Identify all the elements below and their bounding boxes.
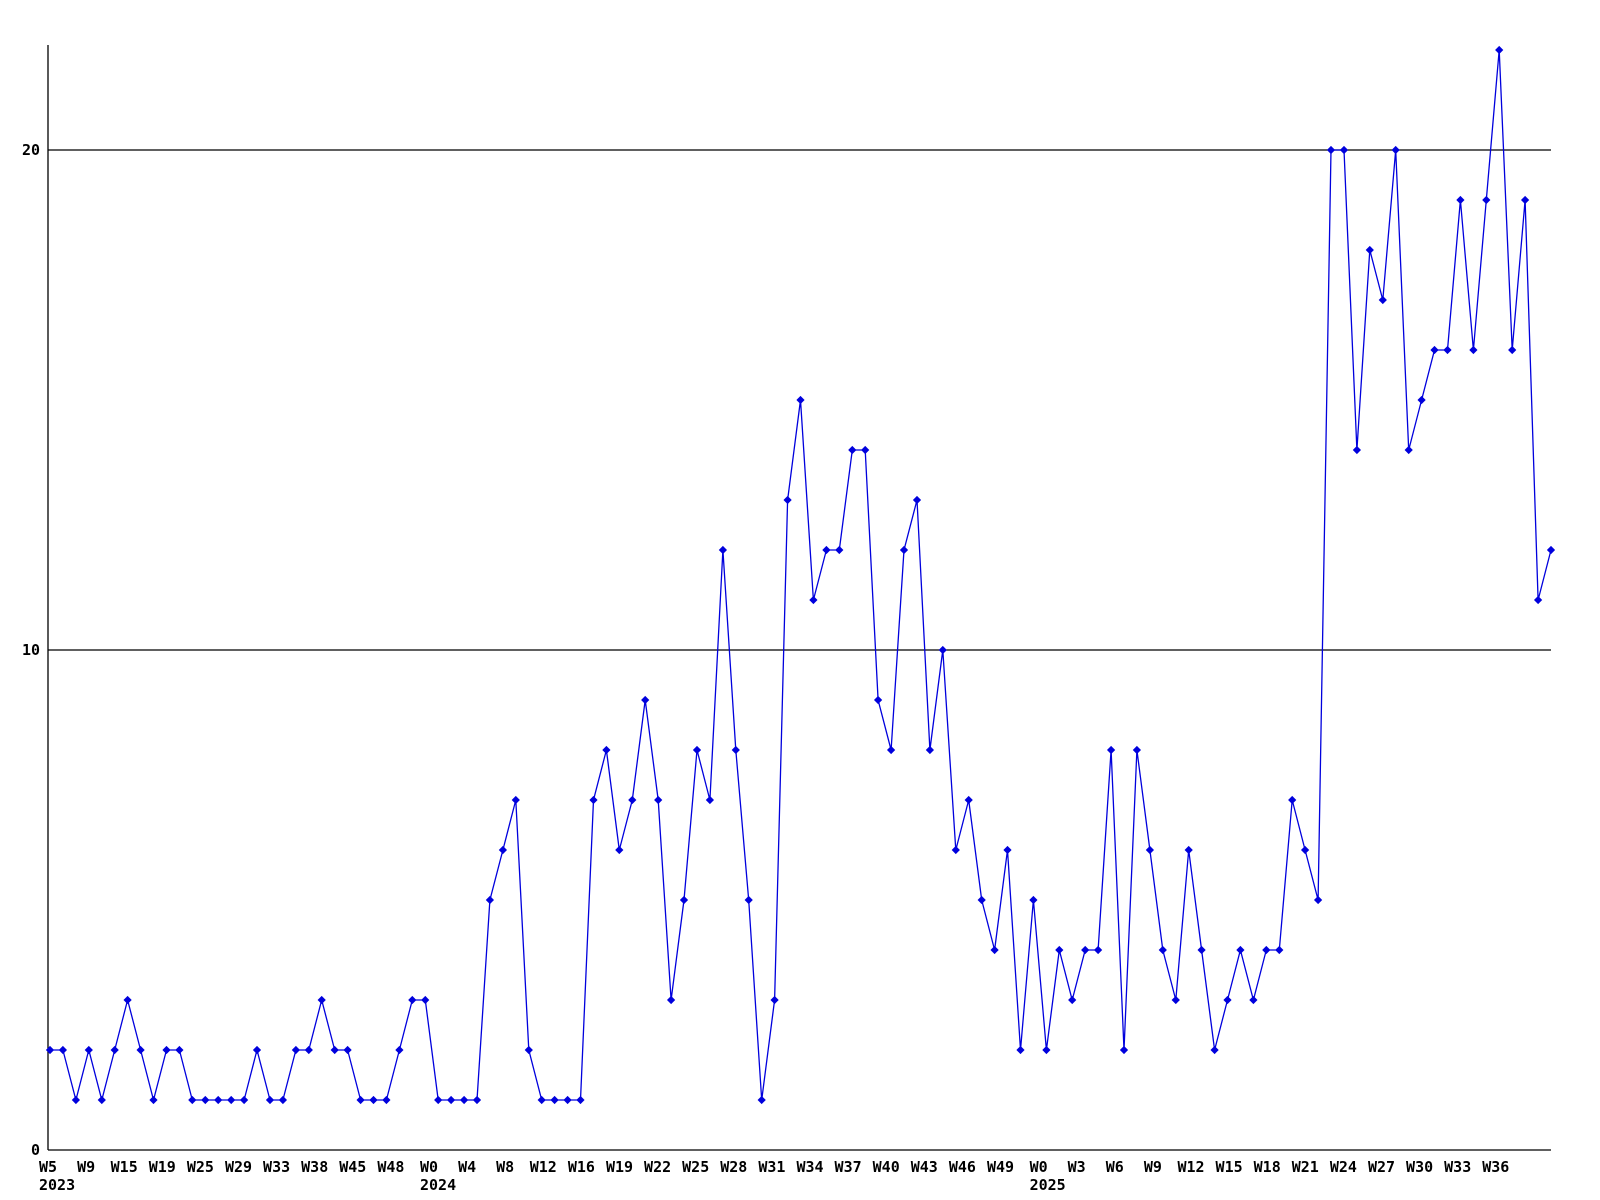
year-label: 2024 <box>420 1176 456 1194</box>
x-tick-label: W49 <box>987 1158 1014 1176</box>
year-label: 2023 <box>39 1176 75 1194</box>
x-tick-label: W12 <box>1177 1158 1204 1176</box>
x-tick-label: W18 <box>1254 1158 1281 1176</box>
x-tick-label: W25 <box>682 1158 709 1176</box>
x-tick-label: W5 <box>39 1158 57 1176</box>
x-tick-label: W15 <box>111 1158 138 1176</box>
x-tick-label: W3 <box>1068 1158 1086 1176</box>
x-tick-label: W25 <box>187 1158 214 1176</box>
x-tick-label: W37 <box>835 1158 862 1176</box>
x-tick-label: W0 <box>1030 1158 1048 1176</box>
x-tick-label: W33 <box>263 1158 290 1176</box>
x-tick-label: W8 <box>496 1158 514 1176</box>
x-tick-label: W9 <box>1144 1158 1162 1176</box>
x-tick-label: W19 <box>606 1158 633 1176</box>
x-tick-label: W34 <box>796 1158 823 1176</box>
year-label: 2025 <box>1030 1176 1066 1194</box>
x-tick-label: W4 <box>458 1158 476 1176</box>
x-tick-label: W45 <box>339 1158 366 1176</box>
y-tick-label-20: 20 <box>22 141 40 159</box>
x-tick-label: W27 <box>1368 1158 1395 1176</box>
y-tick-label-0: 0 <box>31 1141 40 1159</box>
x-tick-label: W33 <box>1444 1158 1471 1176</box>
x-tick-label: W19 <box>149 1158 176 1176</box>
x-tick-label: W38 <box>301 1158 328 1176</box>
x-tick-label: W46 <box>949 1158 976 1176</box>
x-tick-label: W15 <box>1216 1158 1243 1176</box>
x-tick-label: W43 <box>911 1158 938 1176</box>
x-tick-label: W29 <box>225 1158 252 1176</box>
x-tick-label: W6 <box>1106 1158 1124 1176</box>
x-tick-label: W48 <box>377 1158 404 1176</box>
x-tick-label: W9 <box>77 1158 95 1176</box>
data-series-line <box>50 49 1552 1103</box>
x-tick-label: W12 <box>530 1158 557 1176</box>
x-tick-label: W36 <box>1482 1158 1509 1176</box>
x-tick-label: W28 <box>720 1158 747 1176</box>
x-tick-label: W22 <box>644 1158 671 1176</box>
x-tick-label: W24 <box>1330 1158 1357 1176</box>
x-tick-label: W30 <box>1406 1158 1433 1176</box>
y-tick-label-10: 10 <box>22 641 40 659</box>
x-tick-label: W31 <box>758 1158 785 1176</box>
x-tick-label: W40 <box>873 1158 900 1176</box>
x-tick-label: W0 <box>420 1158 438 1176</box>
x-tick-label: W21 <box>1292 1158 1319 1176</box>
x-tick-label: W16 <box>568 1158 595 1176</box>
data-point-markers <box>45 45 1556 1105</box>
